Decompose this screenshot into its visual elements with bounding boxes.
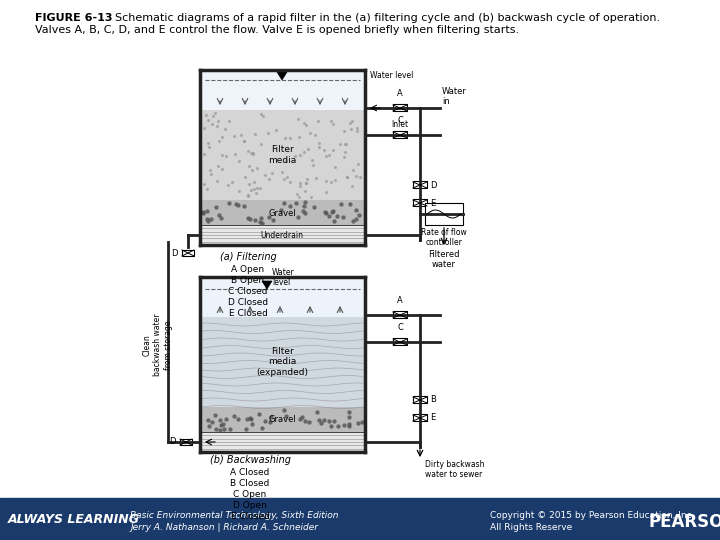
Text: Filter
media: Filter media [268,145,296,165]
Text: Jerry A. Nathanson | Richard A. Schneider: Jerry A. Nathanson | Richard A. Schneide… [130,523,318,532]
Text: A Open: A Open [231,265,264,274]
Bar [393,104,407,111]
Bar [200,407,365,432]
Text: Valves A, B, C, D, and E control the flow. Valve E is opened briefly when filter: Valves A, B, C, D, and E control the flo… [35,25,519,35]
Text: B: B [430,395,436,404]
Bar [200,70,365,110]
Text: Filter
media
(expanded): Filter media (expanded) [256,347,308,377]
Text: Gravel: Gravel [268,208,296,218]
Text: B Closed: B Closed [230,479,270,488]
Bar [200,200,365,225]
Text: (b) Backwashing: (b) Backwashing [210,455,290,465]
Text: A: A [397,89,403,98]
Bar [0,498,720,540]
Text: PEARSON: PEARSON [648,513,720,531]
Bar [413,181,427,188]
Text: (a) Filtering: (a) Filtering [220,252,276,262]
Polygon shape [262,281,272,289]
Bar [200,225,365,245]
Text: Dirty backwash
water to sewer: Dirty backwash water to sewer [425,460,485,480]
Text: D: D [171,248,178,258]
Text: D: D [169,437,176,447]
Text: Copyright © 2015 by Pearson Education, Inc.: Copyright © 2015 by Pearson Education, I… [490,511,695,520]
Text: Underdrain: Underdrain [261,231,304,240]
Bar [200,110,365,200]
Text: Inlet: Inlet [392,120,408,129]
Text: Basic Environmental Technology, Sixth Edition: Basic Environmental Technology, Sixth Ed… [130,511,338,520]
Text: Rate of flow
controller: Rate of flow controller [421,228,467,247]
Text: Water
level: Water level [272,268,294,287]
Bar [413,414,427,421]
Text: D Closed: D Closed [228,298,268,307]
Text: E: E [430,414,436,422]
Text: E: E [430,199,436,207]
Bar [393,338,407,345]
Bar [413,396,427,403]
Text: Schematic diagrams of a rapid filter in the (a) filtering cycle and (b) backwash: Schematic diagrams of a rapid filter in … [108,13,660,23]
Bar [182,250,194,256]
Bar [393,131,407,138]
Text: Clean
backwash water
from storage: Clean backwash water from storage [143,314,173,376]
Text: Water level: Water level [370,71,413,80]
Text: Gravel: Gravel [268,415,296,424]
Text: ALWAYS LEARNING: ALWAYS LEARNING [8,513,140,526]
Text: E Closed: E Closed [230,512,269,521]
Text: B Open: B Open [231,276,264,285]
Polygon shape [277,72,287,80]
Text: C Closed: C Closed [228,287,268,296]
Text: FIGURE 6-13: FIGURE 6-13 [35,13,112,23]
Text: Filtered
water: Filtered water [428,250,460,269]
Bar [200,277,365,317]
Text: All Rights Reserve: All Rights Reserve [490,523,572,532]
Text: C Open: C Open [233,490,266,499]
Text: D: D [430,180,436,190]
Text: A: A [397,296,403,305]
Bar [393,311,407,318]
Bar [425,203,463,225]
Text: A Closed: A Closed [230,468,270,477]
Bar [413,199,427,206]
Bar [180,439,192,445]
Bar [200,432,365,452]
Text: C: C [397,116,403,125]
Text: E Closed: E Closed [228,309,267,318]
Text: C: C [397,323,403,332]
Text: D Open: D Open [233,501,267,510]
Bar [200,317,365,407]
Text: Water
in: Water in [442,86,467,106]
